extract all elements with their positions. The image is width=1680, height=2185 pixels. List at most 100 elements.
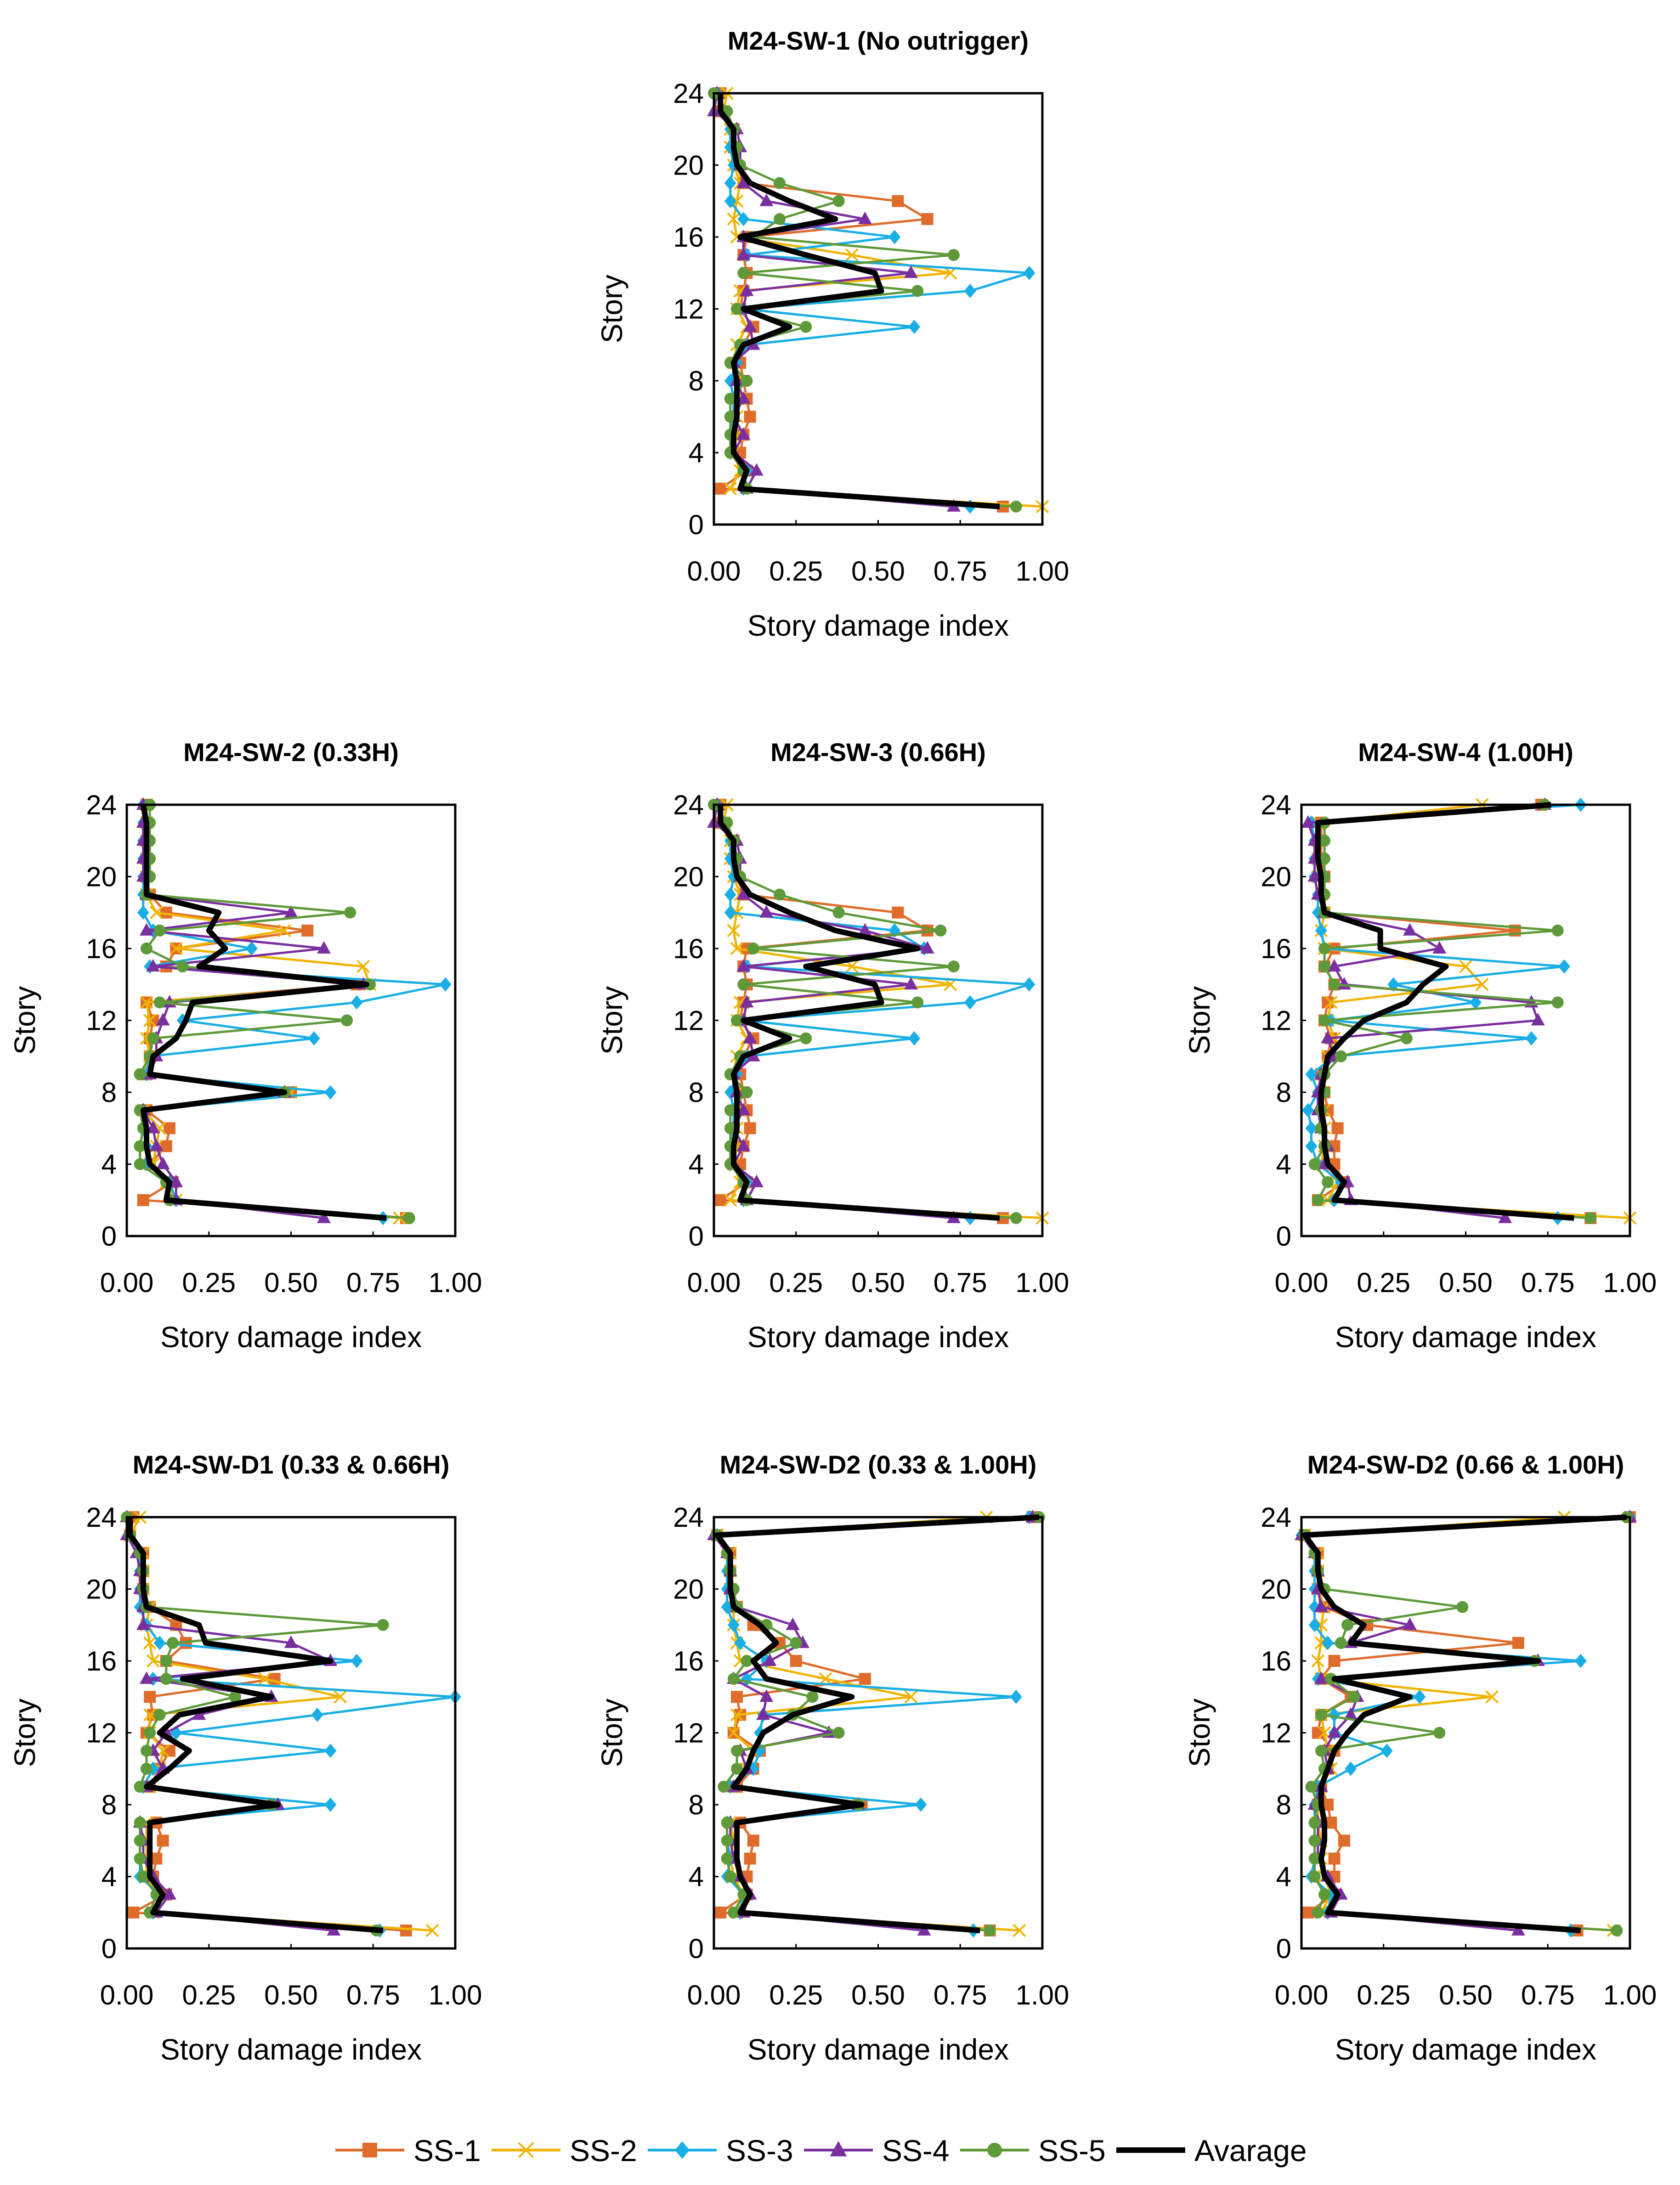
point-ss-3 <box>727 1618 740 1632</box>
point-ss-3 <box>908 1031 921 1046</box>
point-ss-5 <box>134 1817 146 1829</box>
y-tick-label: 24 <box>1261 1502 1291 1533</box>
y-tick-label: 4 <box>689 1862 704 1892</box>
point-ss-1 <box>163 1122 175 1135</box>
series-avarage <box>127 1517 384 1933</box>
y-tick-label: 8 <box>689 1790 704 1820</box>
point-ss-1 <box>137 1194 149 1206</box>
point-ss-5 <box>341 1014 353 1027</box>
point-ss-1 <box>1328 1655 1341 1667</box>
x-tick-label: 0.25 <box>182 1980 236 2010</box>
x-tick-label: 0.25 <box>182 1267 236 1298</box>
point-ss-4 <box>146 959 160 972</box>
point-ss-3 <box>1023 265 1035 280</box>
point-ss-1 <box>892 195 904 207</box>
point-ss-4 <box>759 1689 774 1702</box>
point-ss-1 <box>1331 1122 1344 1135</box>
point-ss-1 <box>892 906 904 919</box>
point-ss-3 <box>1315 923 1327 938</box>
point-ss-5 <box>727 1906 740 1919</box>
point-ss-4 <box>736 247 751 260</box>
series-ss-4 <box>707 1509 1040 1936</box>
point-ss-1 <box>301 924 314 937</box>
point-ss-2 <box>143 1708 157 1722</box>
point-ss-2 <box>169 942 183 955</box>
point-ss-3 <box>1305 1121 1318 1135</box>
plot-frame <box>713 803 1044 1237</box>
point-ss-4 <box>736 391 751 404</box>
y-tick-label: 8 <box>1276 1077 1291 1108</box>
point-ss-5 <box>1348 1691 1360 1703</box>
point-ss-3 <box>1345 1762 1357 1776</box>
series-line-ss-4 <box>1300 1516 1630 1932</box>
point-ss-5 <box>134 1852 146 1865</box>
y-tick-label: 8 <box>102 1790 117 1820</box>
y-tick-label: 8 <box>1276 1790 1291 1820</box>
legend-marker <box>675 2141 690 2159</box>
point-ss-2 <box>356 960 370 973</box>
y-tick-label: 0 <box>1276 1221 1291 1252</box>
point-ss-5 <box>1305 1780 1318 1793</box>
point-ss-2 <box>1311 1654 1325 1668</box>
point-ss-5 <box>737 267 750 279</box>
point-ss-3 <box>724 887 736 902</box>
y-axis-label: Story <box>8 1699 41 1767</box>
point-ss-4 <box>1531 1013 1545 1026</box>
point-ss-1 <box>731 1691 743 1703</box>
point-ss-1 <box>144 1691 156 1703</box>
point-ss-1 <box>1328 1852 1341 1865</box>
x-tick-label: 0.50 <box>851 556 905 587</box>
point-ss-2 <box>724 1193 737 1207</box>
x-tick-label: 0.00 <box>687 1980 741 2010</box>
point-ss-4 <box>1314 1599 1328 1612</box>
y-tick-label: 12 <box>86 1718 117 1749</box>
x-tick-label: 0.00 <box>687 556 741 587</box>
y-tick-label: 12 <box>1261 1005 1291 1036</box>
x-tick-label: 0.25 <box>1357 1267 1410 1298</box>
series-ss-1 <box>711 1511 1039 1937</box>
point-ss-1 <box>714 1194 727 1206</box>
point-ss-4 <box>759 193 774 206</box>
point-ss-3 <box>727 869 740 884</box>
point-ss-1 <box>127 1906 140 1919</box>
point-ss-4 <box>759 905 774 918</box>
legend-marker <box>362 2143 377 2157</box>
point-ss-4 <box>736 959 751 972</box>
series-line-avarage <box>1315 802 1574 1221</box>
point-ss-5 <box>167 1637 179 1649</box>
point-ss-5 <box>774 213 786 225</box>
point-ss-3 <box>324 1744 337 1758</box>
x-axis-label: Story damage index <box>160 1321 422 1354</box>
legend-marker <box>830 2141 847 2157</box>
chart-panel-1: M24-SW-1 (No outrigger) 0 4 8 12 16 20 24 0.00 0.… <box>595 26 1069 642</box>
legend-marker <box>987 2143 1002 2157</box>
point-ss-5 <box>1322 1176 1334 1188</box>
point-ss-3 <box>734 1636 747 1650</box>
point-ss-5 <box>134 1068 146 1080</box>
series-line-ss-2 <box>129 1516 433 1932</box>
point-ss-1 <box>1312 1727 1324 1739</box>
point-ss-5 <box>1318 943 1331 954</box>
series-ss-3 <box>137 797 452 1225</box>
point-ss-3 <box>439 977 452 992</box>
series-avarage <box>1315 802 1574 1221</box>
point-ss-5 <box>153 924 166 937</box>
point-ss-4 <box>284 1635 298 1648</box>
point-ss-1 <box>1512 1637 1524 1649</box>
y-axis-label: Story <box>595 1699 628 1767</box>
y-tick-label: 20 <box>673 150 704 181</box>
point-ss-5 <box>718 1780 730 1793</box>
point-ss-4 <box>149 1139 164 1152</box>
point-ss-3 <box>153 1636 166 1650</box>
chart-title: M24-SW-3 (0.66H) <box>770 738 986 767</box>
point-ss-1 <box>859 1673 871 1685</box>
point-ss-5 <box>724 393 736 405</box>
x-tick-label: 0.50 <box>1439 1980 1493 2010</box>
point-ss-4 <box>917 1923 931 1936</box>
point-ss-5 <box>724 1104 736 1117</box>
point-ss-1 <box>1338 1835 1350 1847</box>
legend-label: SS-3 <box>726 2134 793 2168</box>
point-ss-5 <box>832 195 845 207</box>
x-axis-label: Story damage index <box>747 1321 1009 1354</box>
point-ss-5 <box>1400 1032 1413 1045</box>
